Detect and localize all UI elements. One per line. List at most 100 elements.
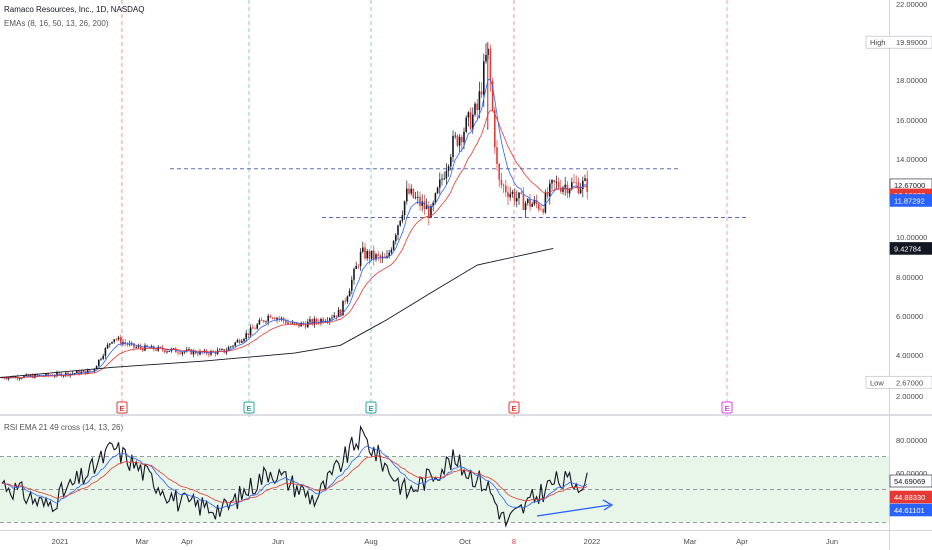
candle xyxy=(238,338,241,345)
candle xyxy=(249,324,252,338)
candle-body xyxy=(403,201,406,216)
candle-body xyxy=(274,317,276,320)
earnings-marker-label: E xyxy=(246,404,251,413)
time-tick-label: Apr xyxy=(736,537,748,546)
candle xyxy=(564,176,566,196)
candle xyxy=(56,370,58,378)
candle xyxy=(227,345,230,351)
candle-body xyxy=(223,349,225,353)
candle-body xyxy=(362,247,364,252)
candle xyxy=(531,201,533,208)
candle xyxy=(436,186,439,195)
candle-body xyxy=(249,327,252,336)
candle-body xyxy=(296,323,298,325)
candle-body xyxy=(586,178,588,192)
candle-body xyxy=(410,188,412,194)
earnings-marker[interactable]: E xyxy=(508,401,520,414)
candle xyxy=(535,194,538,209)
time-tick-label: 2022 xyxy=(584,537,601,546)
candle-body xyxy=(291,322,294,324)
candle-body xyxy=(377,254,379,256)
candle-body xyxy=(351,279,353,291)
candle-body xyxy=(331,317,333,319)
candle xyxy=(115,338,118,342)
candle-body xyxy=(540,209,542,211)
candle-body xyxy=(406,188,408,202)
rsi-panel xyxy=(0,424,889,528)
candle xyxy=(335,315,338,320)
candle-body xyxy=(256,324,258,329)
earnings-marker[interactable]: E xyxy=(243,401,255,414)
ema-mid-line xyxy=(1,110,588,379)
candle-body xyxy=(117,337,120,340)
price-axis[interactable]: 22.00000 18.00000 16.00000 14.00000 10.00000… xyxy=(865,0,932,401)
candle-body xyxy=(505,185,507,193)
earnings-marker[interactable]: E xyxy=(721,401,733,414)
earnings-marker-box xyxy=(243,401,255,414)
candle-body xyxy=(520,192,522,194)
low-marker-value: 2.67000 xyxy=(896,378,923,387)
candle xyxy=(500,173,503,189)
rsi-axis[interactable]: 80.0000060.0000040.0000054.6906944.88330… xyxy=(889,436,932,517)
candle-body xyxy=(45,373,47,376)
candle-body xyxy=(36,374,38,376)
candle xyxy=(507,185,509,206)
candle-body xyxy=(120,337,122,344)
candle-body xyxy=(522,193,525,210)
candle-body xyxy=(447,166,450,171)
candle xyxy=(527,198,529,206)
candle xyxy=(139,343,142,351)
earnings-marker[interactable]: E xyxy=(365,401,377,414)
candle xyxy=(210,349,212,357)
candle xyxy=(456,134,459,148)
candle xyxy=(397,224,399,241)
price-tick-label: 14.00000 xyxy=(896,155,927,164)
candle-body xyxy=(408,188,410,194)
candle xyxy=(351,275,353,295)
rsi-ema-fast xyxy=(1,445,588,509)
candle-body xyxy=(104,348,107,356)
price-tick-label: 18.00000 xyxy=(896,76,927,85)
candle xyxy=(337,306,340,317)
candle xyxy=(181,351,184,356)
candle xyxy=(137,343,140,349)
earnings-marker[interactable]: E xyxy=(116,401,128,414)
candle xyxy=(511,189,514,198)
candle-body xyxy=(395,235,397,242)
candle-body xyxy=(78,370,80,375)
candle xyxy=(256,322,258,330)
candle-body xyxy=(346,296,349,302)
candle xyxy=(505,179,507,197)
candle-body xyxy=(227,347,230,351)
candle-body xyxy=(557,181,560,188)
candle-body xyxy=(247,333,250,336)
candle-body xyxy=(582,180,584,190)
candle xyxy=(454,132,456,139)
candle xyxy=(516,190,518,208)
candle-body xyxy=(348,290,351,297)
candle-body xyxy=(285,320,287,324)
ema-indicator-label[interactable]: EMAs (8, 16, 50, 13, 26, 200) xyxy=(4,19,109,28)
candle-body xyxy=(584,178,586,181)
candle xyxy=(245,329,247,342)
candle-body xyxy=(421,201,423,206)
time-tick-label: Jun xyxy=(826,537,838,546)
candle-body xyxy=(234,342,236,346)
candle xyxy=(311,318,313,327)
earnings-marker-box xyxy=(116,401,128,414)
candle xyxy=(403,200,406,220)
candle xyxy=(540,204,542,211)
candle-body xyxy=(172,348,175,350)
candle-body xyxy=(124,342,126,344)
price-tick-label: 10.00000 xyxy=(896,233,927,242)
rsi-indicator-label[interactable]: RSI EMA 21 49 cross (14, 13, 26) xyxy=(4,423,124,432)
time-axis[interactable]: 2021 Mar Apr Jun Aug Oct 8 2022 Mar Apr Jun xyxy=(52,537,838,546)
candle xyxy=(282,316,285,324)
candle-body xyxy=(298,323,300,327)
candle xyxy=(100,357,102,361)
candle-body xyxy=(146,345,148,348)
high-marker-value: 19.99000 xyxy=(896,38,927,47)
candle xyxy=(124,339,126,347)
